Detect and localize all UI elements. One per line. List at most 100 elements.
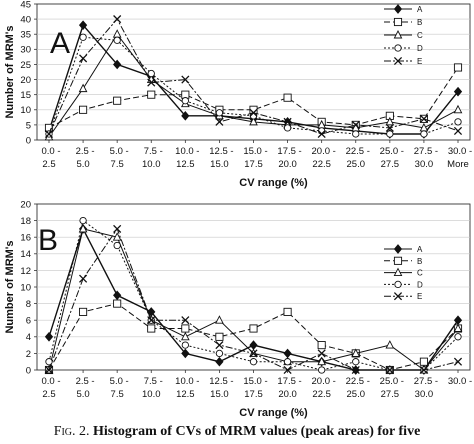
x-tick-label: 27.5: [381, 389, 400, 400]
data-point: [454, 118, 462, 126]
data-point: [44, 365, 54, 375]
x-tick-label: 0.0 -: [41, 376, 60, 387]
legend-marker: [393, 256, 403, 265]
data-point: [385, 340, 395, 349]
data-point: [112, 29, 122, 38]
series-e: [44, 15, 463, 139]
x-tick-label: 30.0 -: [448, 146, 472, 157]
y-tick-label: 18: [20, 216, 31, 227]
x-tick-label: 2.5: [42, 389, 55, 400]
x-tick-label: 17.5: [244, 159, 263, 170]
x-tick-label: 5.0 -: [110, 146, 129, 157]
data-point: [79, 54, 88, 63]
data-point: [283, 93, 292, 102]
figure-caption: Fig. 2. Histogram of CVs of MRM values (…: [0, 424, 474, 444]
x-tick-label: 27.5 -: [414, 146, 438, 157]
legend-marker: [393, 292, 403, 301]
legend-marker: [393, 4, 403, 14]
data-point: [113, 290, 122, 301]
data-point: [352, 130, 360, 138]
data-point: [44, 331, 54, 342]
data-point: [283, 358, 292, 366]
x-tick-label: 15.0 -: [243, 376, 267, 387]
data-point: [351, 120, 360, 129]
data-point: [113, 224, 122, 233]
x-tick-label: 2.5 -: [76, 376, 95, 387]
data-point: [249, 340, 258, 350]
data-point: [453, 323, 463, 332]
data-point: [78, 83, 88, 93]
y-tick-label: 15: [20, 90, 31, 101]
data-point: [419, 365, 428, 375]
data-point: [147, 78, 156, 87]
x-tick-label: 10.0 -: [175, 146, 199, 157]
x-tick-label: 17.5 -: [277, 376, 301, 387]
x-tick-label: 15.0: [210, 389, 229, 400]
y-tick-label: 45: [20, 0, 31, 10]
data-point: [454, 333, 462, 341]
data-point: [317, 129, 326, 139]
data-point: [215, 117, 224, 126]
y-tick-label: 16: [20, 233, 31, 244]
data-point: [420, 130, 428, 138]
x-axis-title: CV range (%): [239, 177, 308, 189]
legend-label: B: [417, 257, 422, 266]
data-point: [215, 315, 224, 324]
data-point: [44, 129, 54, 139]
data-point: [147, 69, 155, 78]
data-point: [386, 130, 394, 138]
data-point: [419, 357, 428, 366]
data-point: [317, 356, 327, 366]
x-tick-label: 12.5 -: [209, 146, 233, 157]
data-point: [453, 63, 463, 72]
x-tick-label: 25.0 -: [380, 146, 404, 157]
x-tick-label: 25.0 -: [380, 376, 404, 387]
figure-caption-text: Histogram of CVs of MRM values (peak are…: [93, 424, 421, 439]
y-tick-label: 25: [20, 60, 31, 71]
data-point: [317, 349, 326, 358]
y-tick-label: 30: [20, 45, 31, 56]
y-tick-label: 14: [20, 249, 31, 260]
data-point: [181, 75, 190, 84]
data-point: [180, 331, 190, 341]
x-tick-label: 20.0 -: [312, 146, 336, 157]
y-tick-label: 35: [20, 30, 31, 41]
legend-marker: [394, 44, 402, 52]
y-tick-label: 40: [20, 15, 31, 26]
x-tick-label: 20.0: [278, 159, 297, 170]
data-point: [79, 274, 88, 283]
legend-label: E: [417, 292, 422, 301]
legend-marker: [394, 280, 402, 289]
data-point: [147, 324, 156, 333]
x-tick-label: 22.5 -: [346, 376, 370, 387]
x-tick-label: 5.0 -: [110, 376, 129, 387]
legend-label: C: [417, 31, 423, 40]
x-tick-label: 22.5: [312, 389, 331, 400]
x-tick-label: 30.0: [415, 389, 434, 400]
y-tick-label: 6: [26, 316, 31, 327]
x-tick-label: More: [447, 159, 469, 170]
data-point: [79, 307, 88, 316]
x-tick-label: 12.5 -: [209, 376, 233, 387]
data-point: [283, 365, 292, 375]
y-tick-label: 10: [20, 282, 31, 293]
y-tick-label: 8: [26, 299, 31, 310]
x-tick-label: 12.5: [176, 159, 195, 170]
data-point: [283, 307, 292, 316]
y-axis-title: Number of MRM's: [4, 240, 16, 333]
x-tick-label: 25.0: [347, 389, 366, 400]
data-point: [249, 358, 258, 366]
x-tick-label: 25.0: [347, 159, 366, 170]
data-point: [113, 299, 122, 308]
data-point: [147, 90, 156, 99]
data-point: [249, 324, 258, 333]
legend-marker: [393, 30, 403, 39]
legend-marker: [393, 267, 403, 277]
data-point: [45, 358, 53, 366]
data-point: [79, 33, 87, 41]
x-tick-label: 20.0: [278, 389, 297, 400]
y-tick-label: 20: [20, 199, 31, 210]
x-tick-label: 22.5: [312, 159, 331, 170]
panel-a-chart: 0 5 10 15 20 25 30 35 40 45 0.0 - 2.5 2.5 - 5.0 5.0 - 7…: [4, 0, 472, 189]
data-point: [249, 116, 258, 126]
